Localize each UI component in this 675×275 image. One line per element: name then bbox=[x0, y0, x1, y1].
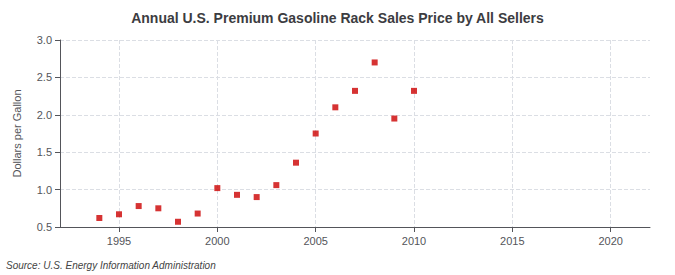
svg-text:1.0: 1.0 bbox=[37, 184, 52, 196]
svg-text:3.0: 3.0 bbox=[37, 34, 52, 46]
svg-text:2005: 2005 bbox=[303, 235, 327, 247]
svg-text:0.5: 0.5 bbox=[37, 221, 52, 233]
svg-text:1.5: 1.5 bbox=[37, 146, 52, 158]
svg-text:2.0: 2.0 bbox=[37, 109, 52, 121]
svg-text:Annual U.S. Premium Gasoline R: Annual U.S. Premium Gasoline Rack Sales … bbox=[131, 10, 544, 26]
svg-text:Source: U.S. Energy Informatio: Source: U.S. Energy Information Administ… bbox=[6, 260, 216, 271]
svg-text:1995: 1995 bbox=[107, 235, 131, 247]
svg-text:Dollars per Gallon: Dollars per Gallon bbox=[11, 89, 23, 177]
svg-text:2010: 2010 bbox=[402, 235, 426, 247]
svg-text:2020: 2020 bbox=[598, 235, 622, 247]
svg-text:2000: 2000 bbox=[205, 235, 229, 247]
svg-text:2015: 2015 bbox=[500, 235, 524, 247]
svg-text:2.5: 2.5 bbox=[37, 71, 52, 83]
